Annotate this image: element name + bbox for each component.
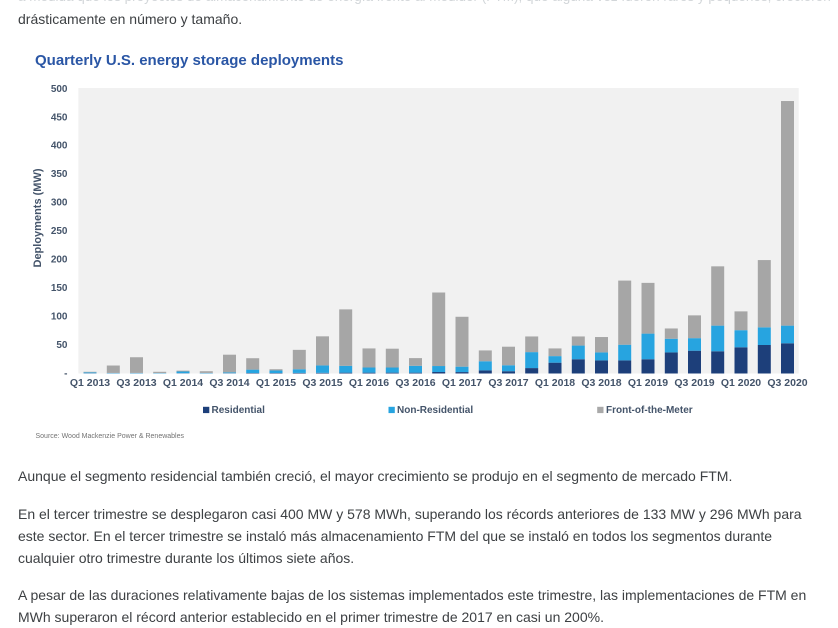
svg-text:Quarterly U.S. energy storage: Quarterly U.S. energy storage deployment… [35, 52, 343, 69]
svg-text:Q3 2014: Q3 2014 [209, 377, 249, 389]
svg-text:Q1 2018: Q1 2018 [535, 377, 575, 389]
svg-text:Q3 2016: Q3 2016 [395, 377, 435, 389]
svg-text:450: 450 [51, 112, 68, 123]
svg-text:Q3 2017: Q3 2017 [488, 377, 528, 389]
svg-text:200: 200 [51, 255, 68, 266]
svg-text:Q3 2019: Q3 2019 [674, 377, 714, 389]
svg-text:150: 150 [51, 283, 68, 294]
svg-text:Q1 2016: Q1 2016 [349, 377, 389, 389]
svg-text:50: 50 [56, 340, 68, 351]
svg-text:Q1 2013: Q1 2013 [70, 377, 110, 389]
svg-text:Q3 2015: Q3 2015 [302, 377, 342, 389]
svg-text:350: 350 [51, 169, 68, 180]
svg-text:Front-of-the-Meter: Front-of-the-Meter [606, 405, 693, 416]
svg-text:500: 500 [51, 84, 68, 95]
svg-text:100: 100 [51, 312, 68, 323]
svg-text:Residential: Residential [212, 405, 266, 416]
svg-text:Non-Residential: Non-Residential [397, 405, 473, 416]
svg-text:Q1 2019: Q1 2019 [628, 377, 668, 389]
svg-text:Q1 2020: Q1 2020 [721, 377, 761, 389]
svg-text:-: - [64, 369, 67, 380]
svg-text:250: 250 [51, 226, 68, 237]
svg-text:Q3 2018: Q3 2018 [581, 377, 621, 389]
svg-text:Deployments (MW): Deployments (MW) [32, 168, 44, 267]
svg-text:Q1 2014: Q1 2014 [163, 377, 203, 389]
svg-text:400: 400 [51, 141, 68, 152]
svg-text:Q3 2013: Q3 2013 [116, 377, 156, 389]
svg-text:Source: Wood Mackenzie Power &: Source: Wood Mackenzie Power & Renewable… [36, 433, 185, 440]
svg-text:Q1 2015: Q1 2015 [256, 377, 296, 389]
svg-text:300: 300 [51, 198, 68, 209]
svg-text:Q3 2020: Q3 2020 [767, 377, 807, 389]
svg-text:Q1 2017: Q1 2017 [442, 377, 482, 389]
